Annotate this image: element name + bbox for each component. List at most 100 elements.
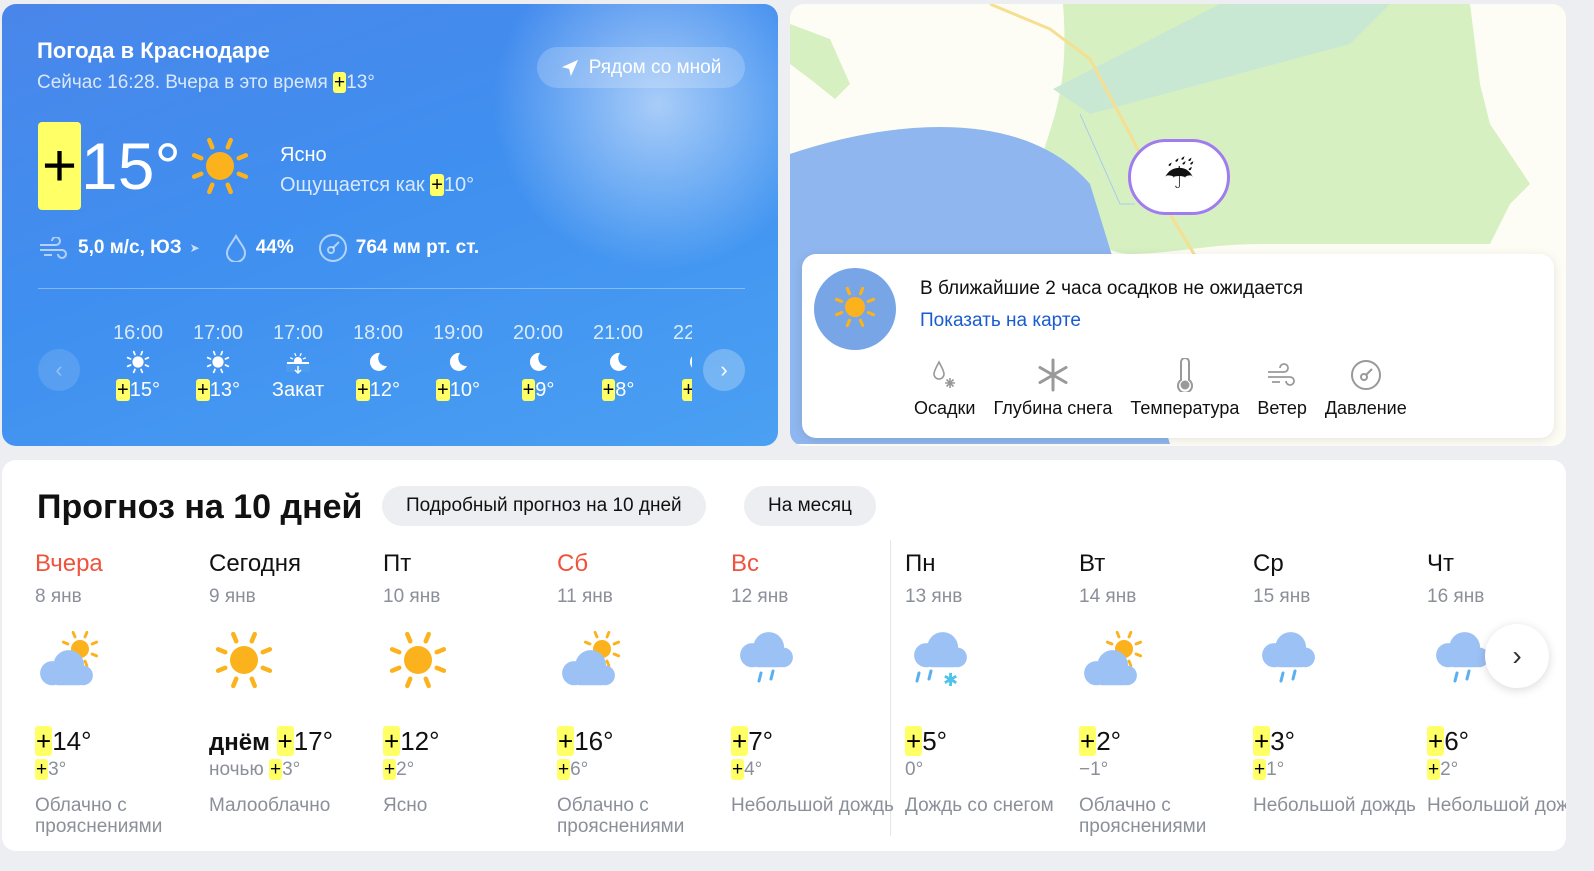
day-temp: +14° — [35, 726, 205, 757]
day-temp-value: 14° — [52, 726, 92, 756]
day-description: Ясно — [383, 795, 428, 816]
wind-icon — [1266, 358, 1298, 392]
day-item[interactable]: Сб 11 янв +16° +6° Облачно с прояснениями — [557, 550, 727, 837]
day-description: Облачно с прояснениями — [1079, 795, 1207, 837]
map-marker[interactable]: ☔ — [1128, 139, 1230, 215]
highlight: + — [1427, 726, 1445, 756]
sun-icon — [830, 282, 880, 337]
highlight: + — [1079, 726, 1097, 756]
day-name: Ср — [1253, 550, 1284, 577]
sun-icon — [185, 122, 255, 210]
night-temp: 0° — [905, 759, 1075, 781]
highlight: + — [557, 726, 575, 756]
hour-temp: +9° — [498, 379, 578, 402]
day-temp-value: 6° — [1444, 726, 1470, 756]
day-description: Небольшой дождь — [731, 795, 894, 816]
day-temp: +12° — [383, 726, 553, 757]
forecast-next-button[interactable]: › — [1485, 624, 1549, 688]
feels-like: Ощущается как +10° — [280, 174, 474, 197]
hourly-forecast: 16:00 +15° 17:00 +13° 17:00 Закат 18:00 +12° 19:… — [98, 322, 692, 422]
temp-value: 15° — [81, 129, 181, 203]
day-item[interactable]: Пт 10 янв +12° +2° Ясно — [383, 550, 553, 816]
highlight: + — [1253, 759, 1267, 780]
day-date: 13 янв — [905, 586, 963, 607]
day-name: Сегодня — [209, 550, 301, 577]
hour-time: 19:00 — [432, 322, 484, 344]
month-forecast-button[interactable]: На месяц — [744, 486, 876, 526]
hour-temp: +8° — [658, 379, 692, 402]
nowcast-icon — [814, 268, 896, 350]
nearby-button[interactable]: Рядом со мной — [537, 47, 745, 88]
highlight: + — [681, 379, 692, 401]
night-temp: +2° — [383, 759, 553, 781]
hour-temp-value: 15° — [129, 379, 160, 401]
hour-temp-value: 12° — [369, 379, 400, 401]
sun-icon — [98, 345, 178, 379]
moon-icon — [578, 345, 658, 379]
night-temp-value: 3° — [282, 759, 301, 780]
sunset-icon — [258, 345, 338, 379]
day-temp-value: 3° — [1270, 726, 1296, 756]
thermometer-icon — [1175, 358, 1195, 392]
highlight: + — [731, 759, 745, 780]
day-item[interactable]: Вт 14 янв +2° −1° Облачно с прояснениями — [1079, 550, 1249, 837]
day-name: Чт — [1427, 550, 1454, 577]
day-description: Облачно с прояснениями — [35, 795, 163, 837]
moon-icon — [658, 345, 692, 379]
hour-item: 17:00 Закат — [258, 322, 338, 422]
hour-time: 22:00 — [672, 322, 692, 344]
hours-next-button[interactable]: › — [703, 349, 745, 391]
highlight: + — [601, 379, 616, 401]
day-item[interactable]: Вчера 8 янв +14° +3° Облачно с прояснения… — [35, 550, 205, 837]
day-item[interactable]: Пн 13 янв ✱ +5° 0° Дождь со снегом — [905, 550, 1075, 816]
day-description: Малооблачно — [209, 795, 331, 816]
show-on-map-link[interactable]: Показать на карте — [920, 310, 1081, 331]
day-date: 11 янв — [557, 586, 613, 607]
moon-icon — [498, 345, 578, 379]
sun-icon — [383, 614, 553, 706]
hours-prev-button[interactable]: ‹ — [38, 349, 80, 391]
hour-temp: +12° — [338, 379, 418, 402]
week-divider — [890, 540, 891, 836]
highlight: + — [196, 379, 210, 401]
night-temp: ночью +3° — [209, 759, 379, 781]
condition: Ясно — [280, 144, 327, 166]
map-layer-pressure[interactable]: Давление — [1325, 358, 1407, 419]
map-layer-precipitation[interactable]: Осадки — [914, 358, 975, 419]
day-date: 12 янв — [731, 586, 789, 607]
highlight: + — [38, 122, 82, 210]
day-name: Вчера — [35, 550, 103, 577]
pressure-value: 764 мм рт. ст. — [355, 237, 480, 258]
day-item[interactable]: Ср 15 янв +3° +1° Небольшой дождь — [1253, 550, 1423, 816]
highlight: + — [905, 726, 923, 756]
moon-icon — [418, 345, 498, 379]
ten-day-forecast: Прогноз на 10 дней Подробный прогноз на … — [2, 460, 1566, 851]
day-item[interactable]: Вс 12 янв +7° +4° Небольшой дождь — [731, 550, 901, 816]
day-description: Небольшой дождь — [1427, 795, 1566, 816]
hour-item: 17:00 +13° — [178, 322, 258, 422]
day-date: 16 янв — [1427, 586, 1485, 607]
layer-label: Ветер — [1257, 398, 1307, 418]
day-date: 8 янв — [35, 586, 82, 607]
day-item[interactable]: Сегодня 9 янв днём +17° ночью +3° Малообл… — [209, 550, 379, 816]
hour-time: 20:00 — [512, 322, 564, 344]
highlight: + — [1253, 726, 1271, 756]
day-description: Облачно с прояснениями — [557, 795, 685, 837]
detailed-forecast-button[interactable]: Подробный прогноз на 10 дней — [382, 486, 706, 526]
precipitation-map[interactable]: ☔ В ближайшие 2 часа осадков не ожидаетс… — [790, 4, 1566, 446]
hour-temp: +8° — [578, 379, 658, 402]
humidity-stat: 44% — [224, 234, 294, 262]
map-layer-snowflake[interactable]: Глубина снега — [993, 358, 1112, 419]
map-layer-wind[interactable]: Ветер — [1257, 358, 1307, 419]
rain-icon — [731, 614, 901, 706]
highlight: + — [116, 379, 130, 401]
current-temperature: +15° — [38, 122, 255, 210]
day-temp-value: 16° — [574, 726, 614, 756]
wind-stat: 5,0 м/с, ЮЗ ➤ — [38, 237, 200, 259]
day-temp-value: 7° — [748, 726, 774, 756]
map-layer-thermometer[interactable]: Температура — [1130, 358, 1239, 419]
day-item[interactable]: Чт 16 янв +6° +2° Небольшой дождь — [1427, 550, 1566, 816]
day-date: 14 янв — [1079, 586, 1137, 607]
snowflake-icon — [1036, 358, 1070, 392]
highlight: + — [35, 759, 49, 780]
